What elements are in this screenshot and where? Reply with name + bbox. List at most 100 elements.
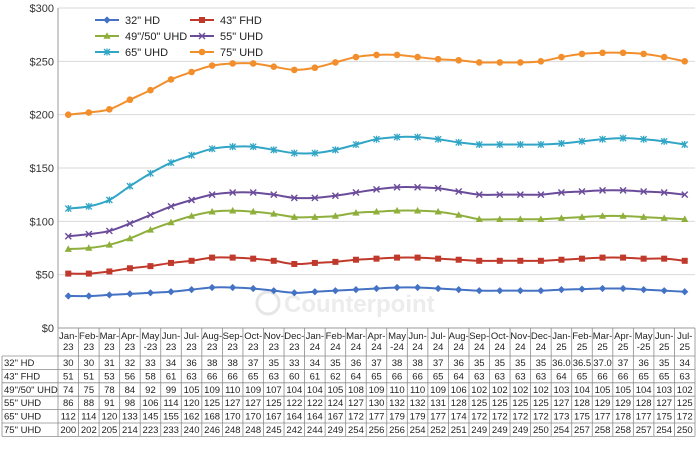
legend-item: 75" UHD bbox=[190, 47, 263, 59]
data-point bbox=[352, 256, 359, 263]
diamond-marker bbox=[537, 287, 545, 295]
legend-label: 32" HD bbox=[125, 15, 160, 27]
data-point bbox=[373, 185, 380, 193]
triangle-marker bbox=[105, 241, 113, 248]
square-marker bbox=[558, 256, 565, 263]
table-cell: 258 bbox=[615, 425, 631, 436]
data-point bbox=[393, 51, 401, 59]
legend-label: 55" UHD bbox=[220, 31, 263, 43]
data-point bbox=[208, 283, 216, 292]
table-cell: 30 bbox=[84, 358, 95, 369]
data-point bbox=[208, 191, 216, 199]
square-marker bbox=[476, 257, 483, 264]
star-marker bbox=[516, 141, 524, 149]
x-marker bbox=[64, 232, 72, 240]
data-point bbox=[619, 284, 627, 293]
data-point bbox=[352, 53, 360, 61]
data-point bbox=[331, 212, 340, 219]
table-cell: 86 bbox=[63, 398, 74, 409]
star-marker bbox=[270, 146, 278, 154]
data-point bbox=[167, 218, 175, 226]
x-tick-label: Dec-24 bbox=[531, 331, 551, 353]
square-marker bbox=[270, 257, 277, 264]
data-point bbox=[105, 196, 113, 204]
data-point bbox=[249, 207, 257, 215]
diamond-marker bbox=[187, 286, 196, 294]
table-cell: 145 bbox=[143, 412, 159, 423]
data-point bbox=[64, 292, 72, 300]
x-tick-label: Nov-24 bbox=[510, 331, 530, 353]
table-cell: 244 bbox=[307, 425, 323, 436]
series-43-fhd bbox=[65, 254, 688, 277]
square-marker bbox=[537, 257, 544, 264]
table-cell: 99 bbox=[166, 385, 177, 396]
table-cell: 257 bbox=[636, 425, 652, 436]
data-point bbox=[414, 254, 421, 261]
table-cell: 175 bbox=[574, 412, 590, 423]
star-marker bbox=[290, 149, 298, 157]
data-point bbox=[537, 287, 545, 295]
table-cell: 36.5 bbox=[573, 358, 592, 369]
data-point bbox=[229, 60, 236, 67]
data-point bbox=[681, 288, 689, 296]
circle-marker bbox=[537, 58, 545, 65]
triangle-marker bbox=[496, 215, 504, 222]
data-point bbox=[475, 141, 483, 149]
data-point bbox=[188, 151, 196, 159]
data-point bbox=[229, 206, 237, 214]
table-cell: 66 bbox=[207, 371, 218, 382]
x-marker bbox=[167, 202, 175, 210]
legend: 32" HD 43" FHD 49"/50" UHD 55" UHD 65" UHD 75… bbox=[95, 15, 263, 59]
table-cell: 35 bbox=[536, 358, 547, 369]
circle-marker bbox=[270, 63, 278, 70]
x-tick-label: Aug-23 bbox=[202, 331, 222, 353]
data-point bbox=[496, 191, 504, 199]
square-marker bbox=[373, 255, 380, 262]
table-row-header: 49"/50" UHD bbox=[4, 385, 58, 396]
table-cell: 125 bbox=[677, 398, 693, 409]
square-marker bbox=[168, 259, 175, 266]
table-cell: 37.0 bbox=[593, 358, 612, 369]
circle-marker bbox=[578, 50, 586, 58]
data-point bbox=[290, 289, 298, 297]
series-49-50-uhd bbox=[64, 206, 689, 252]
table-cell: 200 bbox=[60, 425, 76, 436]
table-cell: 251 bbox=[451, 425, 467, 436]
data-point bbox=[455, 211, 463, 218]
data-point bbox=[64, 111, 72, 118]
circle-marker bbox=[147, 86, 154, 94]
x-tick-label: Jan-24 bbox=[306, 331, 324, 353]
diamond-marker bbox=[167, 288, 175, 296]
x-marker bbox=[681, 191, 689, 199]
table-cell: 168 bbox=[204, 412, 220, 423]
table-cell: 104 bbox=[574, 385, 590, 396]
circle-marker bbox=[434, 55, 442, 63]
data-point bbox=[126, 182, 134, 190]
triangle-marker bbox=[187, 212, 196, 219]
star-marker bbox=[103, 48, 111, 56]
x-marker bbox=[85, 230, 93, 238]
star-marker bbox=[434, 135, 442, 143]
data-point bbox=[290, 213, 298, 220]
data-point bbox=[598, 284, 607, 293]
x-tick-label: Mar-24 bbox=[346, 331, 366, 353]
table-cell: 56 bbox=[125, 371, 136, 382]
x-tick-label: Dec-23 bbox=[284, 331, 304, 353]
table-cell: 104 bbox=[286, 385, 302, 396]
diamond-marker bbox=[434, 284, 442, 293]
data-point bbox=[393, 183, 401, 191]
data-point bbox=[229, 143, 237, 151]
data-point bbox=[311, 259, 318, 266]
star-marker bbox=[455, 138, 463, 146]
table-cell: 240 bbox=[184, 425, 200, 436]
table-cell: 128 bbox=[451, 398, 467, 409]
table-cell: 35 bbox=[495, 358, 506, 369]
table-cell: 258 bbox=[595, 425, 611, 436]
table-cell: 179 bbox=[389, 412, 405, 423]
x-tick-label: Feb-24 bbox=[326, 331, 346, 353]
x-tick-label: Apr-23 bbox=[121, 331, 139, 353]
diamond-marker bbox=[331, 287, 340, 295]
data-point bbox=[167, 288, 175, 296]
x-marker bbox=[249, 189, 257, 197]
data-point bbox=[103, 48, 111, 56]
